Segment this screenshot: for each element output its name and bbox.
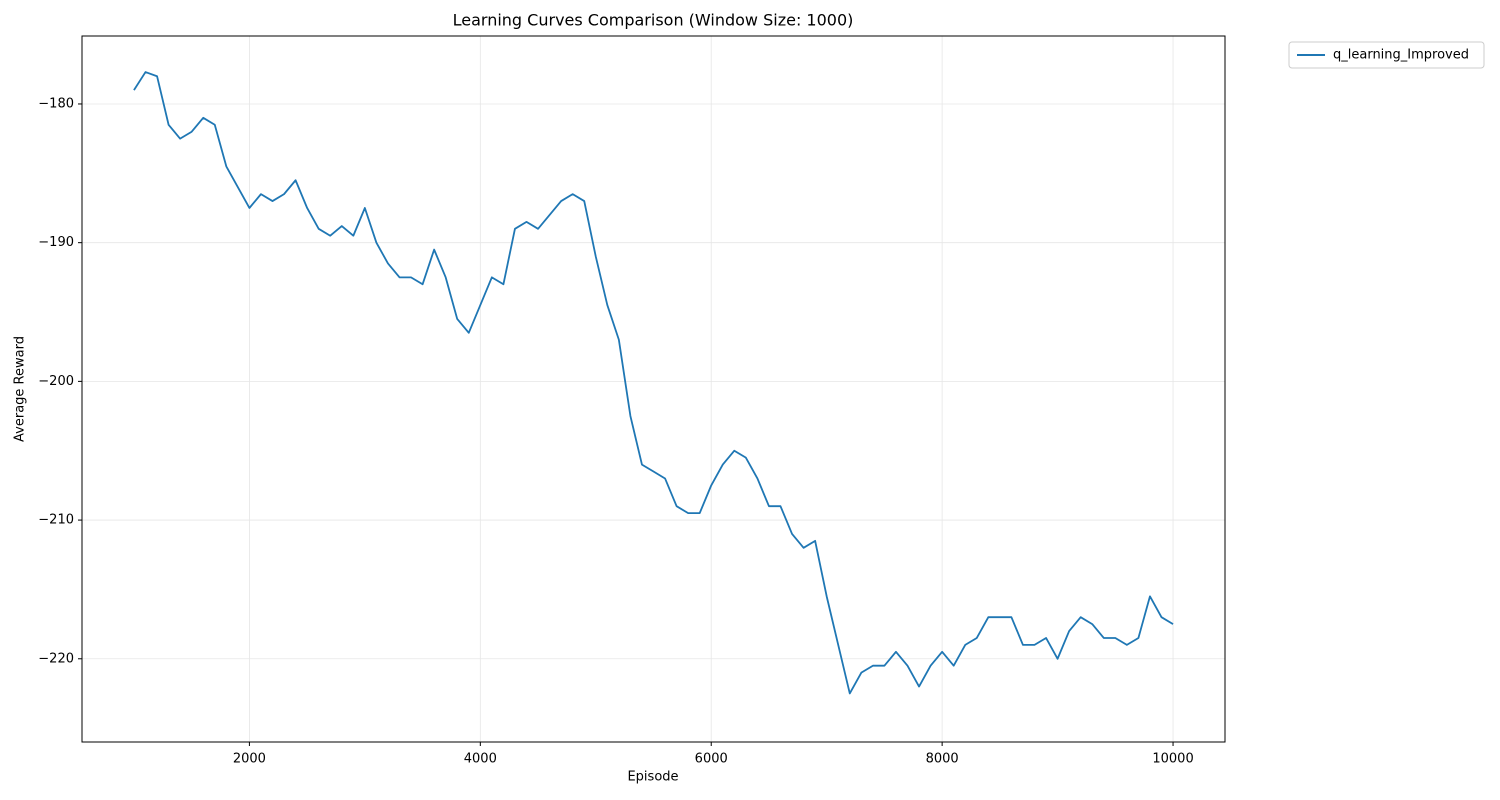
y-tick-label: −190 [38,235,74,250]
y-tick-label: −220 [38,651,74,666]
y-tick-label: −200 [38,374,74,389]
chart-title: Learning Curves Comparison (Window Size:… [453,11,854,30]
x-tick-label: 6000 [695,752,728,767]
x-axis-label: Episode [627,770,678,785]
x-tick-label: 8000 [926,752,959,767]
x-tick-label: 10000 [1152,752,1193,767]
plot-frame [81,35,1226,743]
y-axis-label: Average Reward [13,336,28,442]
y-tick-label: −180 [38,96,74,111]
x-tick-label: 2000 [233,752,266,767]
series-line [133,71,1174,695]
legend-box [1288,41,1485,69]
x-tick-label: 4000 [464,752,497,767]
y-tick-label: −210 [38,513,74,528]
legend-label: q_learning_Improved [1333,48,1469,63]
